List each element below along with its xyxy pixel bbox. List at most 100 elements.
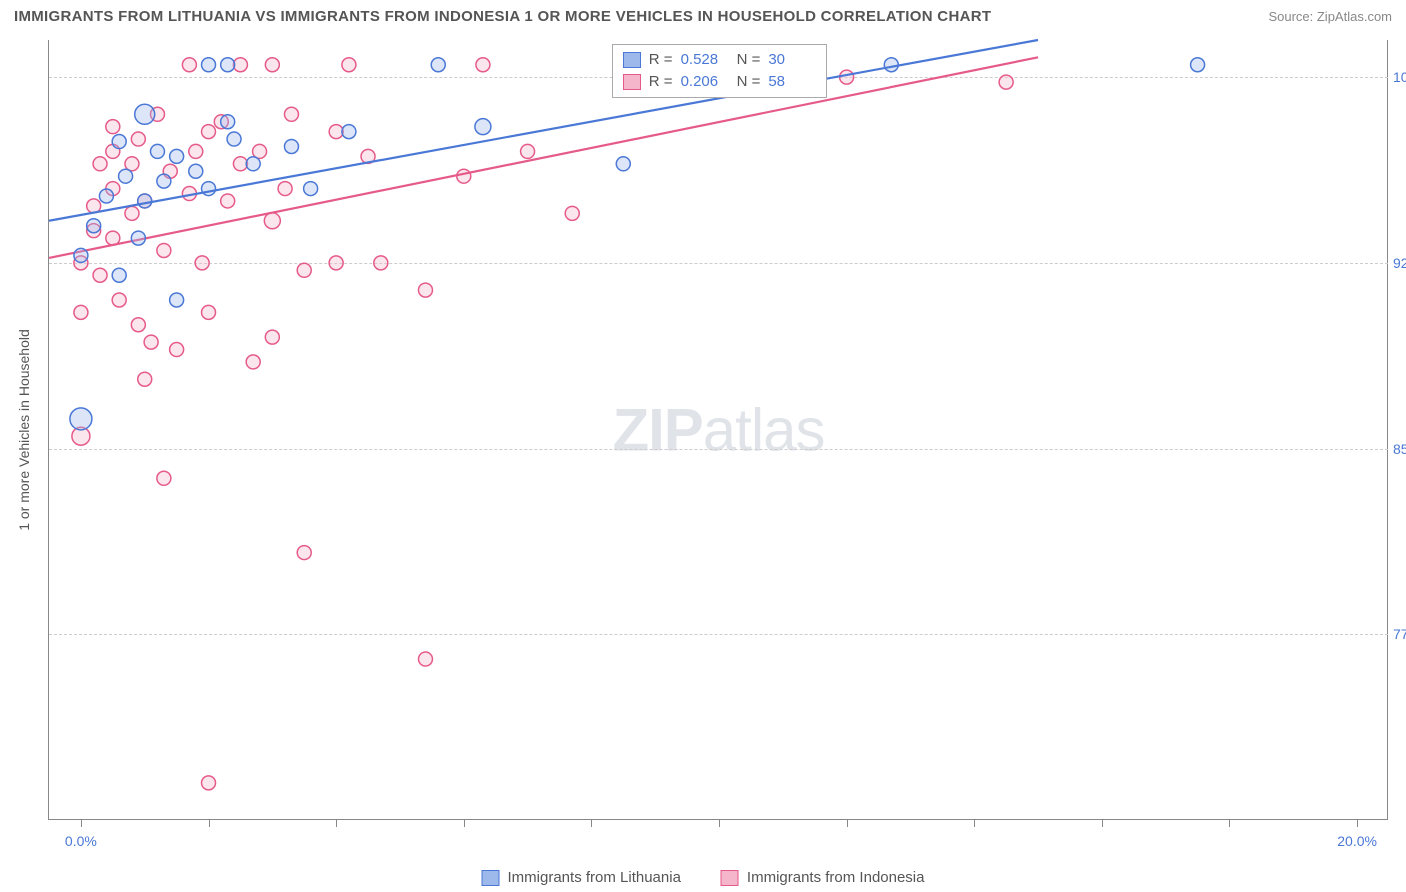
scatter-point xyxy=(221,194,235,208)
y-tick-label: 85.0% xyxy=(1393,441,1406,457)
scatter-point xyxy=(157,243,171,257)
scatter-point xyxy=(297,546,311,560)
scatter-point xyxy=(233,157,247,171)
x-major-tick xyxy=(81,819,82,827)
scatter-point xyxy=(138,372,152,386)
y-tick-label: 77.5% xyxy=(1393,626,1406,642)
scatter-point xyxy=(138,194,152,208)
scatter-point xyxy=(195,256,209,270)
legend-series: Immigrants from Lithuania Immigrants from… xyxy=(482,869,925,886)
scatter-point xyxy=(202,776,216,790)
scatter-point xyxy=(93,157,107,171)
scatter-point xyxy=(278,182,292,196)
scatter-point xyxy=(297,263,311,277)
scatter-point xyxy=(202,125,216,139)
scatter-point xyxy=(202,58,216,72)
scatter-point xyxy=(246,355,260,369)
scatter-point xyxy=(170,293,184,307)
scatter-point xyxy=(74,248,88,262)
y-tick-label: 100.0% xyxy=(1393,69,1406,85)
scatter-point xyxy=(265,330,279,344)
scatter-point xyxy=(74,305,88,319)
scatter-point xyxy=(284,139,298,153)
legend-label: Immigrants from Lithuania xyxy=(508,869,681,886)
scatter-point xyxy=(342,58,356,72)
x-major-tick xyxy=(1357,819,1358,827)
scatter-point xyxy=(221,115,235,129)
legend-swatch xyxy=(482,870,500,886)
scatter-point xyxy=(99,189,113,203)
scatter-point xyxy=(202,305,216,319)
x-tick-label: 0.0% xyxy=(65,833,97,849)
r-value: 0.528 xyxy=(681,49,729,71)
scatter-point xyxy=(418,283,432,297)
scatter-point xyxy=(189,164,203,178)
n-label: N = xyxy=(737,71,761,93)
scatter-point xyxy=(233,58,247,72)
scatter-point xyxy=(521,144,535,158)
legend-stat-row: R = 0.206 N = 58 xyxy=(623,71,817,93)
scatter-point xyxy=(131,318,145,332)
legend-correlation-box: R = 0.528 N = 30R = 0.206 N = 58 xyxy=(612,44,828,98)
scatter-point xyxy=(144,335,158,349)
x-minor-tick xyxy=(719,819,720,827)
scatter-point xyxy=(131,132,145,146)
scatter-point xyxy=(112,135,126,149)
scatter-point xyxy=(150,144,164,158)
scatter-point xyxy=(93,268,107,282)
r-value: 0.206 xyxy=(681,71,729,93)
legend-item: Immigrants from Indonesia xyxy=(721,869,925,886)
scatter-point xyxy=(616,157,630,171)
x-minor-tick xyxy=(209,819,210,827)
scatter-point xyxy=(304,182,318,196)
x-minor-tick xyxy=(464,819,465,827)
scatter-point xyxy=(840,70,854,84)
legend-stat-row: R =0.528N =30 xyxy=(623,49,817,71)
scatter-point xyxy=(221,58,235,72)
scatter-point xyxy=(1191,58,1205,72)
scatter-point xyxy=(157,174,171,188)
scatter-point xyxy=(329,256,343,270)
scatter-point xyxy=(70,408,92,430)
legend-swatch xyxy=(623,74,641,90)
scatter-point xyxy=(457,169,471,183)
x-minor-tick xyxy=(974,819,975,827)
scatter-point xyxy=(157,471,171,485)
scatter-point xyxy=(999,75,1013,89)
r-label: R = xyxy=(649,49,673,71)
scatter-point xyxy=(418,652,432,666)
legend-label: Immigrants from Indonesia xyxy=(747,869,925,886)
scatter-point xyxy=(135,104,155,124)
plot-area: ZIPatlas 77.5%85.0%92.5%100.0% R =0.528N… xyxy=(48,40,1388,820)
scatter-point xyxy=(431,58,445,72)
legend-swatch xyxy=(623,52,641,68)
x-tick-label: 20.0% xyxy=(1337,833,1377,849)
x-minor-tick xyxy=(336,819,337,827)
scatter-point xyxy=(112,293,126,307)
scatter-point xyxy=(565,206,579,220)
y-tick-label: 92.5% xyxy=(1393,255,1406,271)
chart-title: IMMIGRANTS FROM LITHUANIA VS IMMIGRANTS … xyxy=(14,8,991,25)
scatter-point xyxy=(329,125,343,139)
trend-line xyxy=(49,40,1038,221)
legend-swatch xyxy=(721,870,739,886)
scatter-point xyxy=(131,231,145,245)
y-axis-title: 1 or more Vehicles in Household xyxy=(16,329,32,531)
x-minor-tick xyxy=(847,819,848,827)
n-value: 58 xyxy=(768,71,816,93)
legend-item: Immigrants from Lithuania xyxy=(482,869,681,886)
source-label: Source: ZipAtlas.com xyxy=(1268,9,1392,24)
scatter-point xyxy=(246,157,260,171)
scatter-point xyxy=(342,125,356,139)
x-minor-tick xyxy=(1102,819,1103,827)
scatter-point xyxy=(374,256,388,270)
x-minor-tick xyxy=(591,819,592,827)
scatter-point xyxy=(264,213,280,229)
scatter-point xyxy=(284,107,298,121)
n-value: 30 xyxy=(768,49,816,71)
scatter-point xyxy=(87,219,101,233)
r-label: R = xyxy=(649,71,673,93)
scatter-point xyxy=(112,268,126,282)
scatter-point xyxy=(125,206,139,220)
scatter-point xyxy=(476,58,490,72)
